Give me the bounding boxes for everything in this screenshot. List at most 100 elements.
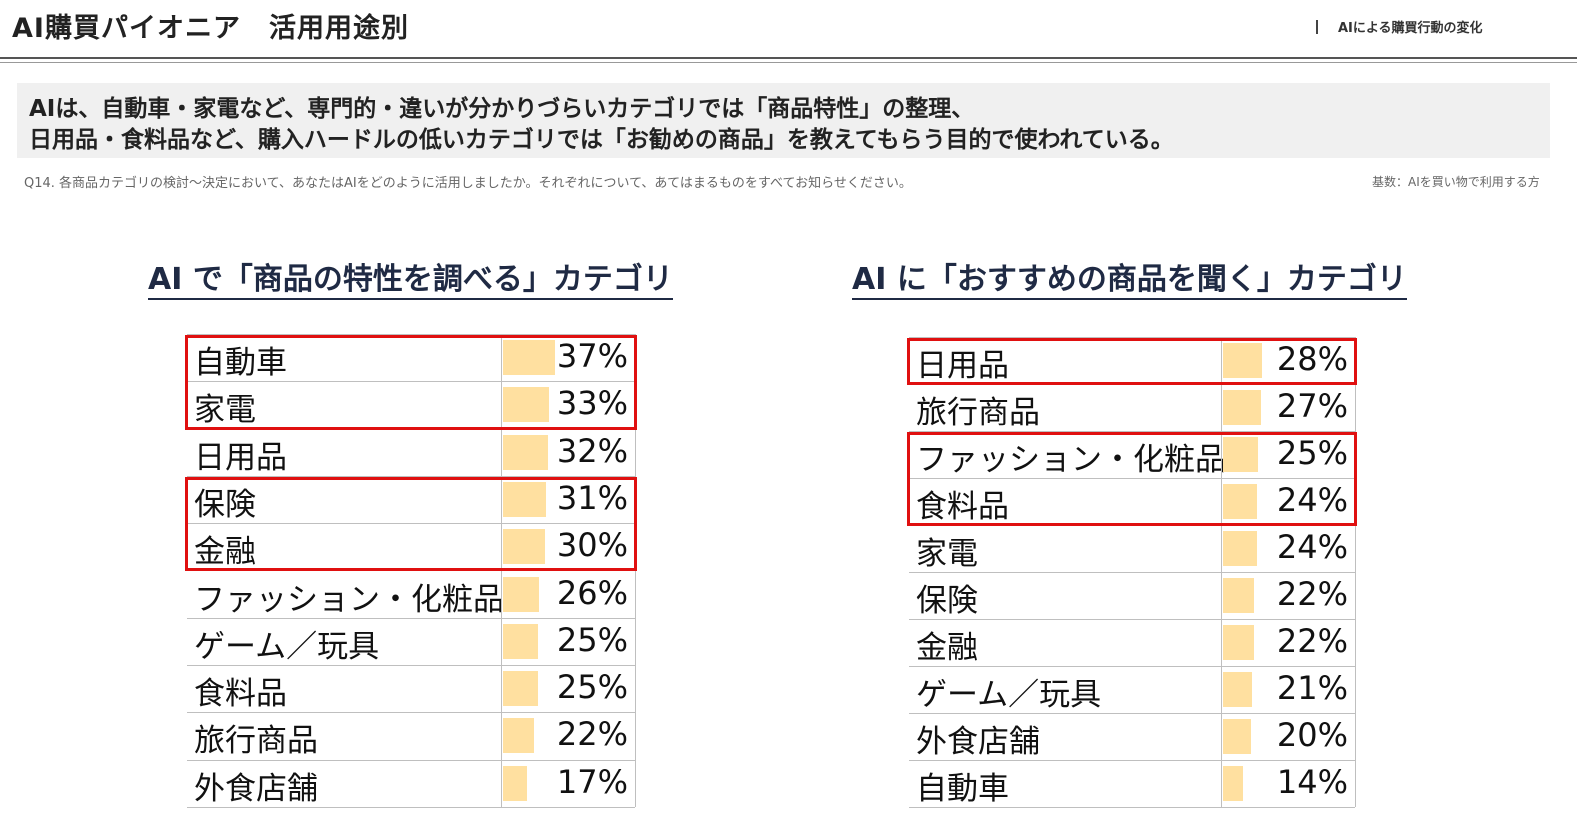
bar <box>1223 390 1261 425</box>
highlight-box <box>185 476 637 572</box>
category-label: 旅行商品 <box>194 723 318 760</box>
chart-row: ゲーム／玩具 25% <box>187 617 635 667</box>
bar <box>1223 672 1253 707</box>
value-label: 30% <box>556 526 628 565</box>
chart-title-right: AI に「おすすめの商品を聞く」カテゴリ <box>852 262 1407 300</box>
section-label-text: AIによる購買行動の変化 <box>1338 21 1483 36</box>
value-label: 25% <box>556 620 628 659</box>
value-label: 26% <box>556 573 628 612</box>
column-divider <box>501 570 502 618</box>
category-label: ゲーム／玩具 <box>194 628 380 665</box>
value-label: 25% <box>556 668 628 707</box>
value-label: 28% <box>1276 340 1348 378</box>
column-divider <box>1221 760 1222 807</box>
section-divider <box>1316 20 1318 34</box>
chart-row: 保険 31% <box>187 475 635 525</box>
bar <box>503 623 538 659</box>
column-divider <box>1221 337 1222 384</box>
chart-row: 家電 33% <box>187 381 635 430</box>
table-right-rule <box>1355 337 1356 807</box>
value-label: 25% <box>1276 434 1348 472</box>
bar <box>1223 437 1258 472</box>
bar <box>1223 531 1257 566</box>
value-label: 22% <box>556 715 628 754</box>
category-label: 外食店舗 <box>916 724 1040 760</box>
question-text: Q14. 各商品カテゴリの検討〜決定において、あなたはAIをどのように活用しまし… <box>24 176 912 191</box>
table-top-rule <box>909 337 1355 338</box>
column-divider <box>1221 619 1222 666</box>
table-top-rule <box>187 334 635 335</box>
chart-row: 自動車 14% <box>909 760 1355 808</box>
highlight-box <box>907 432 1357 526</box>
chart-row: ゲーム／玩具 21% <box>909 666 1355 714</box>
chart-row: 家電 24% <box>909 525 1355 573</box>
bar <box>1223 343 1263 378</box>
chart-row: 自動車 37% <box>187 334 635 383</box>
column-divider <box>501 381 502 429</box>
column-divider <box>1221 713 1222 760</box>
chart-row: 金融 22% <box>909 619 1355 667</box>
bar <box>1223 766 1243 801</box>
value-label: 24% <box>1276 528 1348 566</box>
category-label: 保険 <box>916 583 978 619</box>
summary-line-1: AIは、自動車・家電など、専門的・違いが分かりづらいカテゴリでは「商品特性」の整… <box>29 96 975 122</box>
category-label: 家電 <box>916 536 978 572</box>
chart-row: 旅行商品 27% <box>909 384 1355 432</box>
category-label: 日用品 <box>194 439 287 476</box>
column-divider <box>1221 525 1222 572</box>
column-divider <box>1221 478 1222 525</box>
summary-box: AIは、自動車・家電など、専門的・違いが分かりづらいカテゴリでは「商品特性」の整… <box>17 83 1550 158</box>
chart-row: 日用品 28% <box>909 337 1355 385</box>
chart-row: 保険 22% <box>909 572 1355 620</box>
category-label: 食料品 <box>916 489 1009 525</box>
column-divider <box>501 334 502 382</box>
value-label: 22% <box>1276 575 1348 613</box>
chart-row: ファッション・化粧品 26% <box>187 570 635 619</box>
column-divider <box>1221 431 1222 478</box>
page-title: AI購買パイオニア 活用用途別 <box>12 13 409 44</box>
chart-row: 食料品 25% <box>187 665 635 714</box>
value-label: 24% <box>1276 481 1348 519</box>
bar <box>503 481 547 517</box>
column-divider <box>501 428 502 476</box>
bar <box>503 671 538 707</box>
column-divider <box>1221 666 1222 713</box>
category-label: 旅行商品 <box>916 395 1040 431</box>
value-label: 17% <box>556 762 628 801</box>
bar <box>1223 625 1254 660</box>
category-label: ゲーム／玩具 <box>916 677 1102 713</box>
bar <box>1223 578 1254 613</box>
value-label: 21% <box>1276 669 1348 707</box>
category-label: 自動車 <box>194 345 287 381</box>
column-divider <box>501 475 502 524</box>
value-label: 22% <box>1276 622 1348 660</box>
chart-row: 外食店舗 17% <box>187 759 635 808</box>
category-label: 食料品 <box>194 676 287 713</box>
column-divider <box>501 712 502 760</box>
chart-title-left: AI で「商品の特性を調べる」カテゴリ <box>148 262 673 300</box>
category-label: 外食店舗 <box>194 770 318 807</box>
value-label: 32% <box>556 431 628 470</box>
bar <box>503 387 550 423</box>
header-rule <box>0 57 1577 59</box>
chart-right: 日用品 28% 旅行商品 27% ファッション・化粧品 25% 食料品 24% 家電 24% 保険 2… <box>907 337 1357 808</box>
highlight-box <box>185 335 637 430</box>
section-label: AIによる購買行動の変化 <box>1316 17 1483 36</box>
category-label: 保険 <box>194 486 256 523</box>
category-label: 日用品 <box>916 348 1009 384</box>
chart-row: 旅行商品 22% <box>187 712 635 761</box>
chart-row: 外食店舗 20% <box>909 713 1355 761</box>
value-label: 14% <box>1276 763 1348 801</box>
chart-row: 日用品 32% <box>187 428 635 477</box>
chart-left: 自動車 37% 家電 33% 日用品 32% 保険 31% 金融 30% ファッション・化粧品 26%… <box>185 334 637 808</box>
category-label: ファッション・化粧品 <box>194 581 504 618</box>
value-label: 31% <box>556 478 628 517</box>
chart-row: 食料品 24% <box>909 478 1355 526</box>
value-label: 37% <box>556 337 628 375</box>
category-label: 金融 <box>916 630 978 666</box>
value-label: 27% <box>1276 387 1348 425</box>
column-divider <box>501 759 502 807</box>
bar <box>503 576 540 612</box>
bar <box>503 340 555 375</box>
chart-row: ファッション・化粧品 25% <box>909 431 1355 479</box>
